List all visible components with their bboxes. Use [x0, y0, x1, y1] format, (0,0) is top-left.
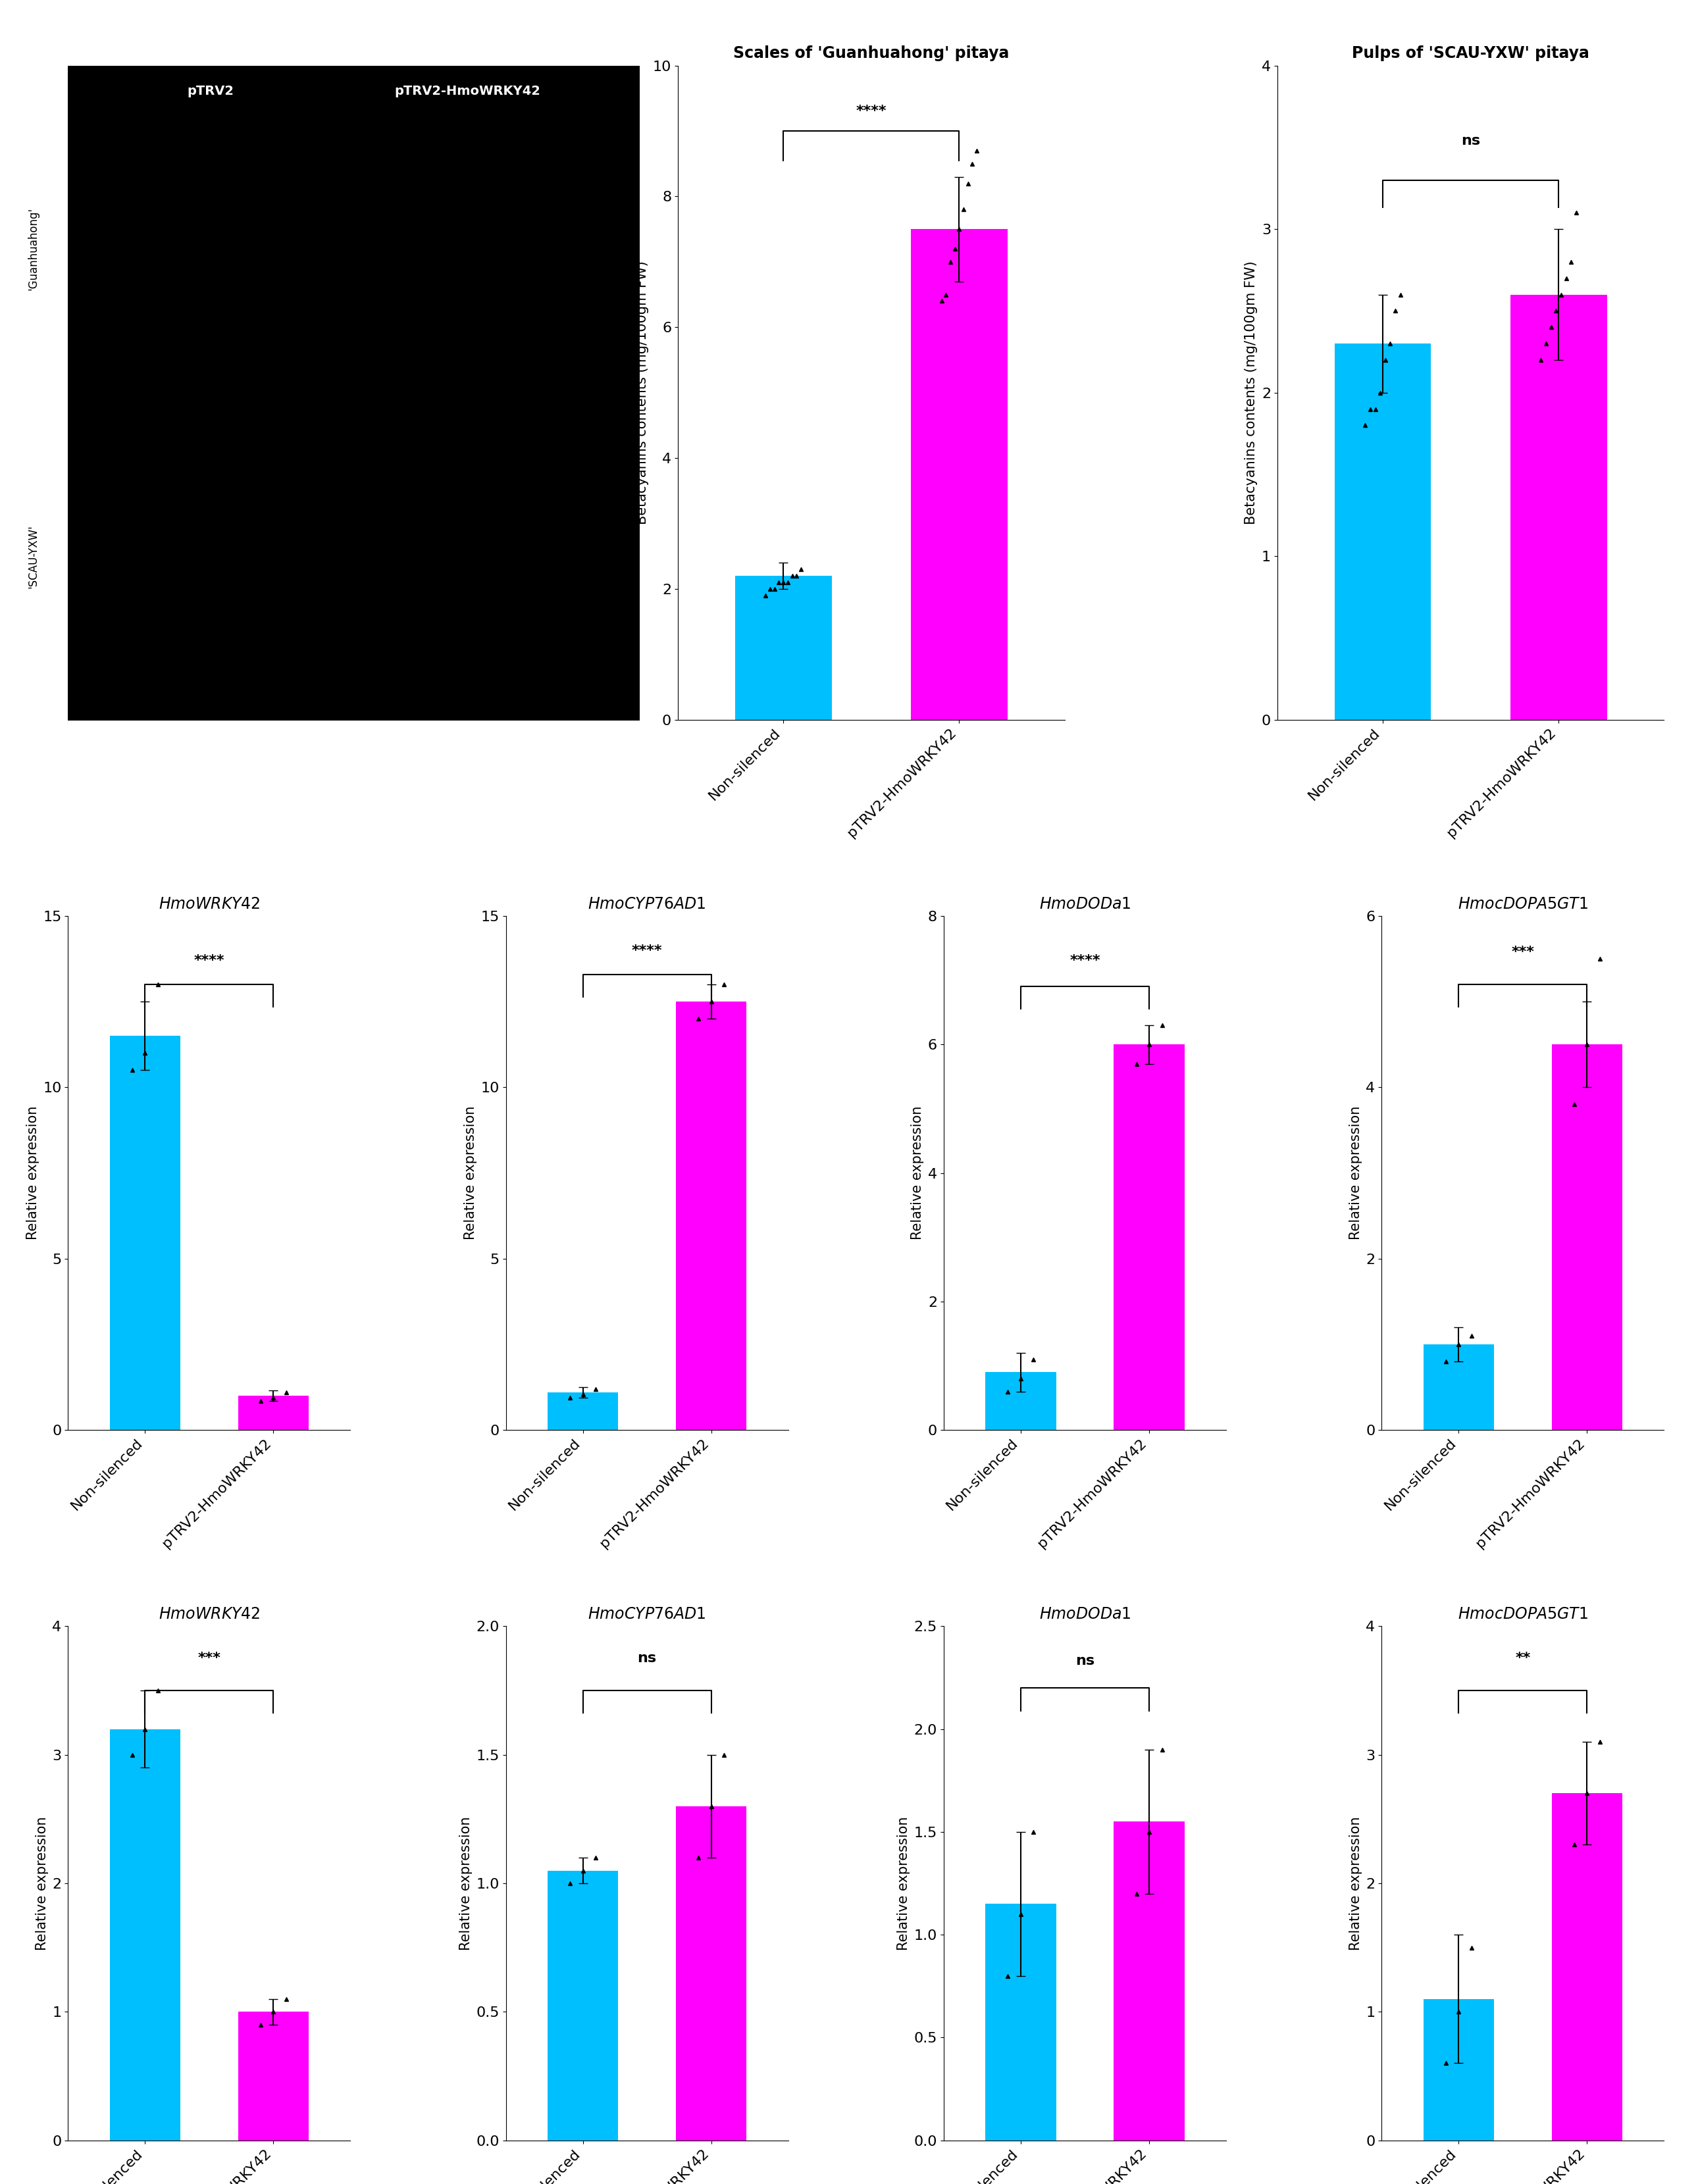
Text: pTRV2: pTRV2: [187, 85, 234, 98]
Bar: [1423, 1345, 1494, 1431]
Bar: [1510, 295, 1606, 721]
Bar: [1552, 1793, 1622, 2140]
Bar: [238, 2011, 309, 2140]
Text: ***: ***: [1511, 946, 1535, 959]
Y-axis label: Relative expression: Relative expression: [36, 1817, 49, 1950]
Text: 'Guanhuahong': 'Guanhuahong': [27, 207, 39, 290]
Bar: [1114, 1821, 1185, 2140]
Bar: [676, 1002, 747, 1431]
Bar: [910, 229, 1007, 721]
Bar: [110, 1035, 180, 1431]
Bar: [1423, 1998, 1494, 2140]
Title: $\it{HmoDODa1}$: $\it{HmoDODa1}$: [1039, 1607, 1131, 1623]
Y-axis label: Betacyanins contents (mg/100gm FW): Betacyanins contents (mg/100gm FW): [1245, 260, 1258, 524]
Bar: [238, 1396, 309, 1431]
Title: $\it{HmocDOPA5GT1}$: $\it{HmocDOPA5GT1}$: [1457, 1607, 1588, 1623]
Text: A: A: [80, 79, 98, 100]
Bar: [547, 1870, 618, 2140]
Y-axis label: Relative expression: Relative expression: [1348, 1105, 1362, 1241]
Y-axis label: Relative expression: Relative expression: [25, 1105, 39, 1241]
Text: ****: ****: [632, 943, 662, 957]
Y-axis label: Relative expression: Relative expression: [464, 1105, 477, 1241]
Text: ****: ****: [1070, 954, 1100, 968]
Title: $\it{HmocDOPA5GT1}$: $\it{HmocDOPA5GT1}$: [1457, 895, 1588, 913]
Title: $\it{HmoWRKY42}$: $\it{HmoWRKY42}$: [158, 1607, 260, 1623]
Text: ****: ****: [856, 105, 886, 118]
Text: ns: ns: [1075, 1653, 1095, 1666]
Bar: [735, 577, 832, 721]
Y-axis label: Relative expression: Relative expression: [897, 1817, 910, 1950]
Bar: [1114, 1044, 1185, 1431]
Y-axis label: Betacyanins contents (mg/100gm FW): Betacyanins contents (mg/100gm FW): [637, 260, 649, 524]
Bar: [985, 1372, 1056, 1431]
Y-axis label: Relative expression: Relative expression: [912, 1105, 924, 1241]
Bar: [547, 1393, 618, 1431]
Y-axis label: Relative expression: Relative expression: [458, 1817, 472, 1950]
Text: ns: ns: [637, 1651, 657, 1664]
Text: **: **: [1515, 1651, 1530, 1664]
Bar: [985, 1904, 1056, 2140]
Title: $\it{HmoDODa1}$: $\it{HmoDODa1}$: [1039, 895, 1131, 913]
Text: ****: ****: [194, 954, 224, 968]
Title: $\it{HmoCYP76AD1}$: $\it{HmoCYP76AD1}$: [588, 895, 706, 913]
Text: ns: ns: [1460, 133, 1481, 146]
Title: Pulps of 'SCAU-YXW' pitaya: Pulps of 'SCAU-YXW' pitaya: [1352, 46, 1589, 61]
Bar: [110, 1730, 180, 2140]
Title: $\it{HmoCYP76AD1}$: $\it{HmoCYP76AD1}$: [588, 1607, 706, 1623]
Text: ***: ***: [197, 1651, 221, 1664]
Bar: [1335, 343, 1431, 721]
Text: pTRV2-HmoWRKY42: pTRV2-HmoWRKY42: [394, 85, 540, 98]
Bar: [1552, 1044, 1622, 1431]
Title: Scales of 'Guanhuahong' pitaya: Scales of 'Guanhuahong' pitaya: [734, 46, 1009, 61]
Title: $\it{HmoWRKY42}$: $\it{HmoWRKY42}$: [158, 895, 260, 913]
Text: 'SCAU-YXW': 'SCAU-YXW': [27, 524, 39, 587]
Bar: [676, 1806, 747, 2140]
Y-axis label: Relative expression: Relative expression: [1348, 1817, 1362, 1950]
